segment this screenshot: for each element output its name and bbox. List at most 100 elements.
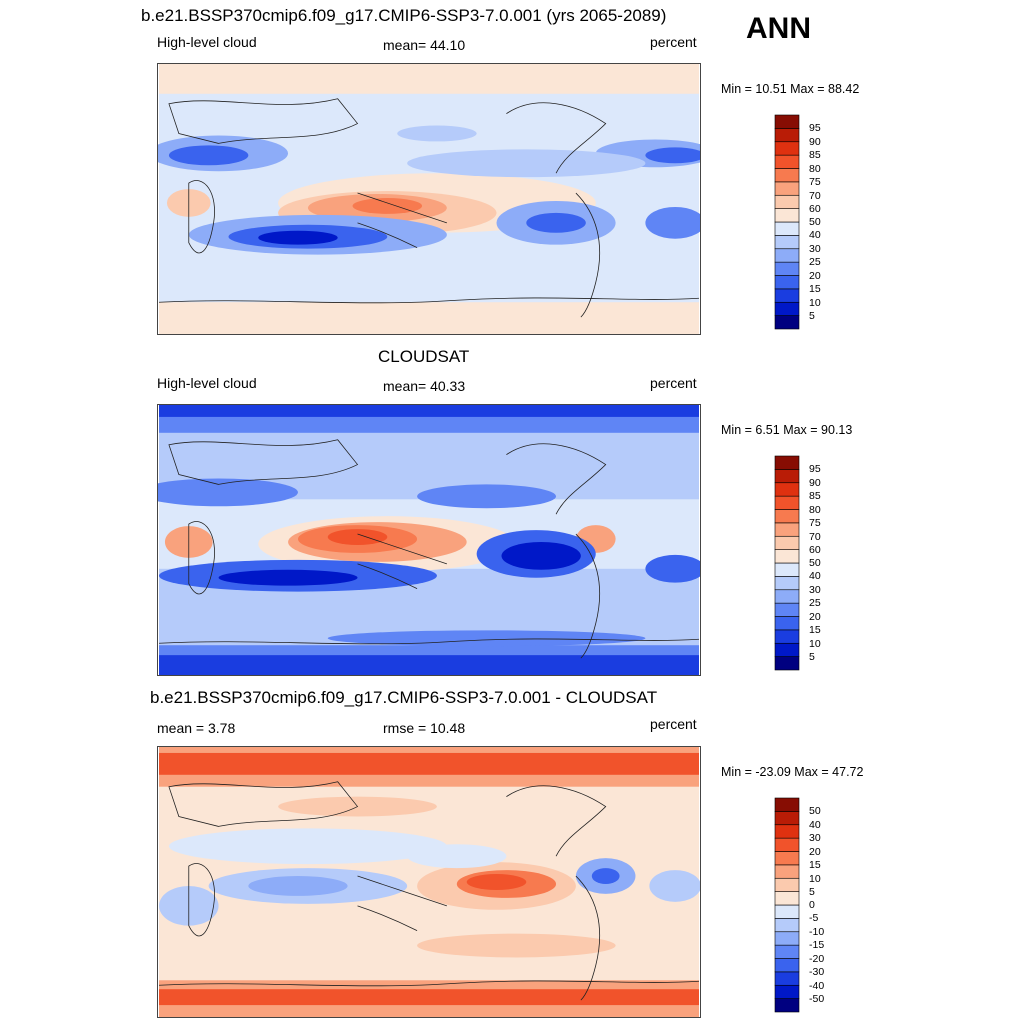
colorbar-swatch xyxy=(774,509,800,524)
panel2-tick: 20 xyxy=(809,611,821,623)
panel2-variable-label: High-level cloud xyxy=(157,375,257,391)
panel3-tick: -5 xyxy=(809,912,819,924)
panel1-colorbar xyxy=(774,114,800,330)
panel2-tick: 95 xyxy=(809,463,821,475)
panel3-tick: -30 xyxy=(809,966,825,978)
panel2-tick: 15 xyxy=(809,624,821,636)
colorbar-swatch xyxy=(774,837,800,852)
panel1-tick: 95 xyxy=(809,122,821,134)
panel3-minmax: Min = -23.09 Max = 47.72 xyxy=(721,765,864,779)
colorbar-swatch xyxy=(774,495,800,510)
colorbar-swatch xyxy=(774,549,800,564)
panel2-minmax: Min = 6.51 Max = 90.13 xyxy=(721,423,853,437)
colorbar-swatch xyxy=(774,455,800,470)
panel1-tick: 60 xyxy=(809,203,821,215)
colorbar-swatch xyxy=(774,128,800,143)
colorbar-swatch xyxy=(774,656,800,671)
panel2-colorbar-ticks: 5 10 15 20 25 30 40 50 60 70 75 80 85 90… xyxy=(809,456,849,670)
colorbar-swatch xyxy=(774,958,800,973)
panel2-tick: 75 xyxy=(809,517,821,529)
colorbar-swatch xyxy=(774,971,800,986)
panel3-tick: 40 xyxy=(809,819,821,831)
panel2-tick: 70 xyxy=(809,531,821,543)
colorbar-swatch xyxy=(774,891,800,906)
panel3-mean-label: mean = 3.78 xyxy=(157,720,236,736)
colorbar-swatch xyxy=(774,851,800,866)
panel3-tick: -50 xyxy=(809,993,825,1005)
panel3-tick: 5 xyxy=(809,886,815,898)
panel1-colorbar-svg xyxy=(774,114,800,330)
colorbar-swatch xyxy=(774,522,800,537)
panel3-tick: -20 xyxy=(809,953,825,965)
panel1-colorbar-ticks: 5 10 15 20 25 30 40 50 60 70 75 80 85 90… xyxy=(809,115,849,329)
panel2-colorbar-svg xyxy=(774,455,800,671)
panel3-title: b.e21.BSSP370cmip6.f09_g17.CMIP6-SSP3-7.… xyxy=(150,688,658,707)
colorbar-swatch xyxy=(774,141,800,156)
colorbar-swatch xyxy=(774,114,800,129)
panel2-tick: 80 xyxy=(809,504,821,516)
panel1-title: b.e21.BSSP370cmip6.f09_g17.CMIP6-SSP3-7.… xyxy=(141,6,667,25)
panel2-title: CLOUDSAT xyxy=(378,347,470,366)
colorbar-swatch xyxy=(774,931,800,946)
colorbar-swatch xyxy=(774,811,800,826)
colorbar-swatch xyxy=(774,642,800,657)
panel1-tick: 80 xyxy=(809,163,821,175)
panel2-contour-field xyxy=(158,405,700,675)
panel1-map xyxy=(157,63,701,335)
panel1-contour-field xyxy=(158,64,700,334)
panel1-tick: 10 xyxy=(809,297,821,309)
panel3-units-label: percent xyxy=(650,716,697,732)
panel3-tick: 15 xyxy=(809,859,821,871)
panel3-tick: -40 xyxy=(809,980,825,992)
colorbar-swatch xyxy=(774,181,800,196)
panel2-tick: 60 xyxy=(809,544,821,556)
panel3-map xyxy=(157,746,701,1018)
panel1-variable-label: High-level cloud xyxy=(157,34,257,50)
panel2-tick: 90 xyxy=(809,477,821,489)
colorbar-swatch xyxy=(774,248,800,263)
colorbar-swatch xyxy=(774,616,800,631)
panel3-tick: -10 xyxy=(809,926,825,938)
colorbar-swatch xyxy=(774,629,800,644)
panel3-tick: 10 xyxy=(809,873,821,885)
panel1-minmax: Min = 10.51 Max = 88.42 xyxy=(721,82,860,96)
panel2-units-label: percent xyxy=(650,375,697,391)
panel1-tick: 85 xyxy=(809,149,821,161)
panel1-units-label: percent xyxy=(650,34,697,50)
panel3-colorbar-ticks: -50 -40 -30 -20 -15 -10 -5 0 5 10 15 20 … xyxy=(809,798,849,1012)
panel1-tick: 50 xyxy=(809,216,821,228)
panel1-tick: 15 xyxy=(809,283,821,295)
colorbar-swatch xyxy=(774,482,800,497)
colorbar-swatch xyxy=(774,797,800,812)
colorbar-swatch xyxy=(774,602,800,617)
colorbar-swatch xyxy=(774,918,800,933)
panel2-tick: 25 xyxy=(809,597,821,609)
colorbar-swatch xyxy=(774,576,800,591)
colorbar-swatch xyxy=(774,562,800,577)
colorbar-swatch xyxy=(774,904,800,919)
panel2-tick: 40 xyxy=(809,570,821,582)
colorbar-swatch xyxy=(774,168,800,183)
panel1-tick: 25 xyxy=(809,256,821,268)
panel3-tick: 50 xyxy=(809,805,821,817)
colorbar-swatch xyxy=(774,944,800,959)
panel2-tick: 85 xyxy=(809,490,821,502)
colorbar-swatch xyxy=(774,221,800,236)
colorbar-swatch xyxy=(774,469,800,484)
panel2-tick: 50 xyxy=(809,557,821,569)
panel3-tick: -15 xyxy=(809,939,825,951)
panel3-colorbar-svg xyxy=(774,797,800,1013)
colorbar-swatch xyxy=(774,154,800,169)
colorbar-swatch xyxy=(774,288,800,303)
panel1-tick: 30 xyxy=(809,243,821,255)
colorbar-swatch xyxy=(774,275,800,290)
colorbar-swatch xyxy=(774,998,800,1013)
panel1-mean-label: mean= 44.10 xyxy=(383,37,466,53)
panel3-tick: 20 xyxy=(809,846,821,858)
colorbar-swatch xyxy=(774,208,800,223)
colorbar-swatch xyxy=(774,301,800,316)
colorbar-swatch xyxy=(774,589,800,604)
panel3-rmse-label: rmse = 10.48 xyxy=(383,720,466,736)
panel1-tick: 70 xyxy=(809,190,821,202)
colorbar-swatch xyxy=(774,194,800,209)
